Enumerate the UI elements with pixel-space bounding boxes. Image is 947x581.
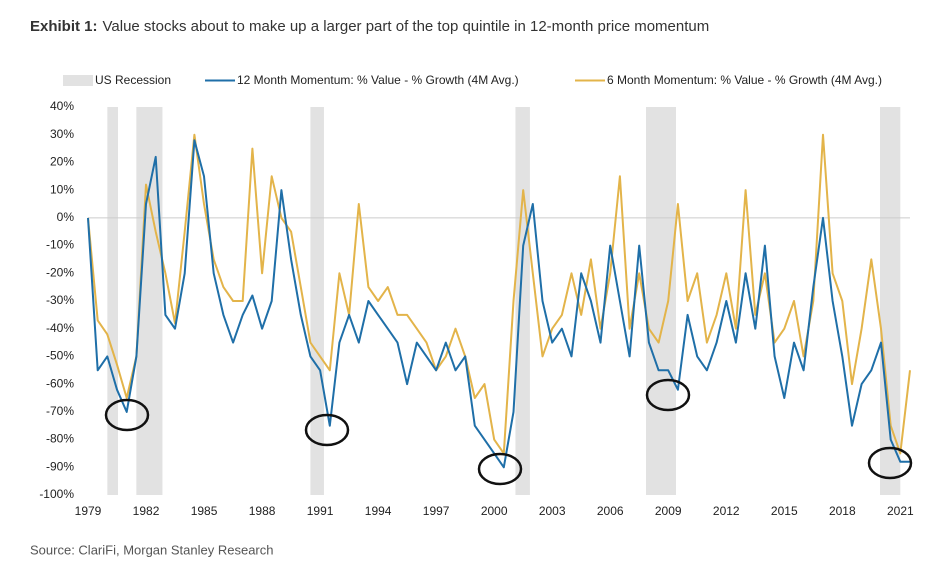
- x-tick-label: 2012: [713, 504, 740, 518]
- plot-area: 40% 30% 20% 10% 0% -10% -20% -30% -40% -50% -60% -7…: [39, 99, 914, 518]
- x-tick-label: 2018: [829, 504, 856, 518]
- legend-label: US Recession: [95, 73, 171, 87]
- recession-band: [645, 107, 676, 495]
- y-tick-label: -20%: [46, 265, 74, 279]
- highlight-circle: [867, 446, 913, 480]
- x-tick-label: 2000: [481, 504, 508, 518]
- highlight-circle: [104, 398, 150, 432]
- y-tick-label: -90%: [46, 459, 74, 473]
- x-tick-label: 2021: [887, 504, 914, 518]
- y-tick-label: 30%: [50, 127, 74, 141]
- y-tick-label: -80%: [46, 432, 74, 446]
- highlight-circle: [304, 413, 350, 447]
- y-tick-label: 10%: [50, 182, 74, 196]
- legend: US Recession 12 Month Momentum: % Value -…: [63, 73, 882, 87]
- x-tick-label: 2003: [539, 504, 566, 518]
- x-tick-label: 1985: [191, 504, 218, 518]
- recession-band: [107, 107, 118, 495]
- x-tick-label: 1997: [423, 504, 450, 518]
- highlight-circle: [477, 452, 523, 486]
- chart-title: Exhibit 1: Value stocks about to make up …: [30, 18, 709, 35]
- title-text: Value stocks about to make up a larger p…: [103, 18, 710, 35]
- recession-band: [310, 107, 324, 495]
- x-tick-label: 2006: [597, 504, 624, 518]
- y-tick-label: -100%: [39, 487, 74, 501]
- legend-label: 12 Month Momentum: % Value - % Growth (4…: [237, 73, 519, 87]
- y-tick-label: -30%: [46, 293, 74, 307]
- y-tick-label: -60%: [46, 376, 74, 390]
- y-tick-label: -70%: [46, 404, 74, 418]
- legend-swatch: [63, 75, 93, 86]
- source: Source: ClariFi, Morgan Stanley Research: [30, 542, 274, 557]
- x-tick-label: 1991: [307, 504, 334, 518]
- annotations: [104, 378, 913, 486]
- y-tick-label: -50%: [46, 349, 74, 363]
- highlight-circle: [645, 378, 691, 412]
- x-tick-label: 1988: [249, 504, 276, 518]
- legend-label: 6 Month Momentum: % Value - % Growth (4M…: [607, 73, 882, 87]
- recession-band: [515, 107, 530, 495]
- x-tick-label: 2015: [771, 504, 798, 518]
- recession-band: [880, 107, 901, 495]
- x-tick-label: 1994: [365, 504, 392, 518]
- y-tick-label: 0%: [57, 210, 75, 224]
- y-tick-label: -10%: [46, 238, 74, 252]
- x-tick-label: 1979: [75, 504, 102, 518]
- y-tick-label: 40%: [50, 99, 74, 113]
- series-line: [87, 139, 910, 469]
- y-tick-label: 20%: [50, 155, 74, 169]
- title-label: Exhibit 1:: [30, 18, 98, 35]
- y-tick-label: -40%: [46, 321, 74, 335]
- x-tick-label: 1982: [133, 504, 160, 518]
- x-tick-label: 2009: [655, 504, 682, 518]
- series-line: [87, 133, 911, 455]
